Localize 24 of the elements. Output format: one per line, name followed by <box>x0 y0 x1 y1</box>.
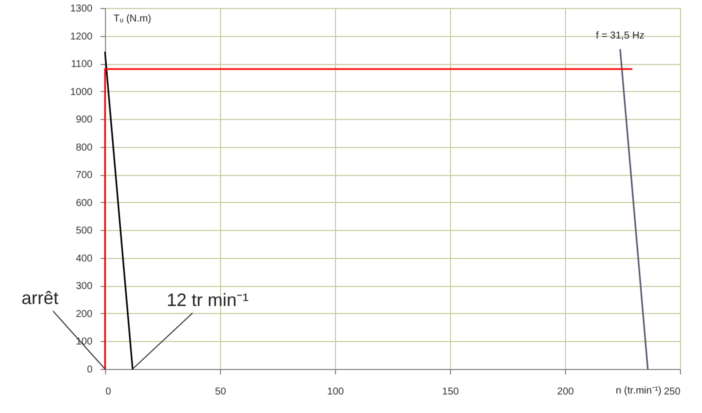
annotation: f = 31,5 Hz <box>596 30 645 42</box>
y-tick-label: 300 <box>76 281 93 292</box>
y-tick-label: 400 <box>76 253 93 264</box>
x-tick-label: 200 <box>557 386 574 398</box>
y-tick-label: 500 <box>76 226 93 237</box>
y-tick-label: 700 <box>76 170 93 182</box>
annotation: arrêt <box>21 288 59 308</box>
y-tick-label: 900 <box>76 114 93 126</box>
y-tick-label: 1200 <box>70 31 93 42</box>
x-tick-label: 50 <box>214 386 226 398</box>
x-axis-title: n (tr.min⁻¹) <box>616 386 662 396</box>
y-tick-label: 1300 <box>70 4 93 14</box>
x-tick-label: 100 <box>327 386 344 398</box>
y-axis-title: Tᵤ (N.m) <box>114 14 152 24</box>
y-tick-label: 0 <box>86 364 93 376</box>
annotation: 12 tr min⁻¹ <box>166 290 249 310</box>
x-tick-label: 150 <box>442 386 460 398</box>
x-tick-label: 250 <box>664 386 681 398</box>
y-tick-label: 800 <box>76 142 93 154</box>
y-tick-label: 200 <box>76 308 93 320</box>
y-tick-label: 600 <box>76 198 93 209</box>
y-tick-label: 1100 <box>70 59 93 70</box>
x-tick-label: 0 <box>106 386 112 398</box>
y-tick-label: 1000 <box>70 86 93 98</box>
